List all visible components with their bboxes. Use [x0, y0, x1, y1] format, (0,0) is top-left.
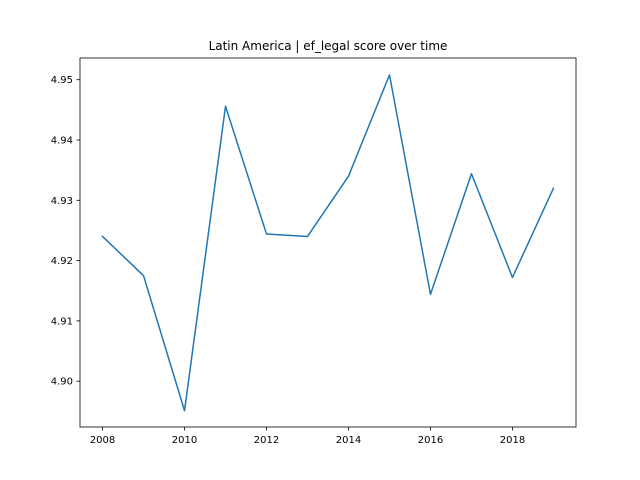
y-tick-label: 4.94 [51, 136, 73, 147]
chart-title: Latin America | ef_legal score over time [209, 39, 448, 53]
x-tick-label: 2008 [90, 435, 115, 446]
x-tick-label: 2016 [418, 435, 443, 446]
y-tick-label: 4.90 [51, 377, 73, 388]
y-tick-label: 4.93 [51, 196, 73, 207]
plot-area [101, 74, 555, 412]
y-tick-label: 4.95 [51, 75, 73, 86]
y-tick-label: 4.92 [51, 256, 73, 267]
axes-frame [79, 57, 577, 428]
x-tick-label: 2010 [172, 435, 197, 446]
x-axis-ticks: 2008 2010 2012 2014 2016 2018 [90, 427, 525, 446]
x-tick-label: 2014 [336, 435, 361, 446]
x-tick-label: 2012 [254, 435, 279, 446]
y-axis-ticks: 4.90 4.91 4.92 4.93 4.94 4.95 [51, 75, 80, 388]
x-tick-label: 2018 [500, 435, 525, 446]
series-line-0 [101, 74, 555, 412]
y-tick-label: 4.91 [51, 316, 73, 327]
